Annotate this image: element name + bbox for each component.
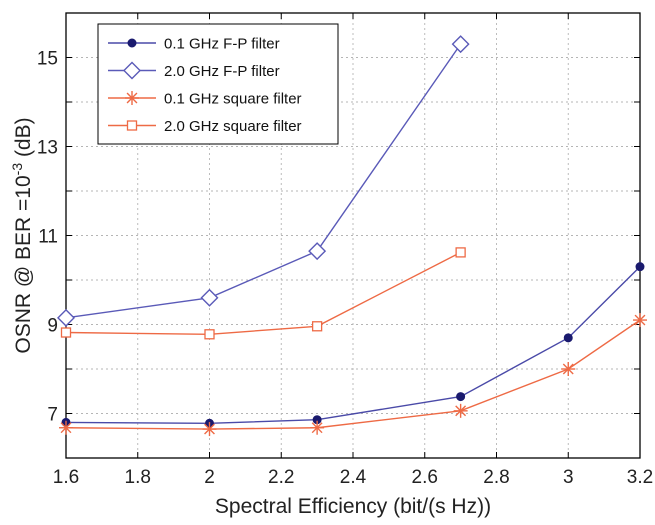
y-tick-label: 11 — [38, 227, 58, 248]
series-line — [65, 43, 462, 319]
series-group — [57, 35, 470, 327]
x-tick-label: 2.4 — [340, 467, 367, 488]
data-point-dot — [456, 392, 466, 402]
x-tick-label: 3.2 — [627, 467, 653, 488]
asterisk-stroke — [562, 363, 574, 375]
asterisk-stroke — [634, 314, 646, 326]
data-point-diamond — [123, 61, 141, 80]
legend-item: 2.0 GHz square filter — [108, 118, 302, 135]
legend-label: 0.1 GHz square filter — [164, 91, 302, 108]
asterisk-stroke — [204, 423, 215, 435]
y-axis-label: OSNR @ BER =10-3 (dB) — [9, 117, 35, 353]
data-point-diamond — [200, 288, 219, 307]
legend-item: 0.1 GHz square filter — [108, 91, 302, 108]
legend-box — [97, 23, 339, 145]
x-tick-label: 2.6 — [412, 467, 438, 488]
data-point-asterisk — [202, 422, 217, 437]
asterisk-stroke — [455, 405, 467, 417]
asterisk-stroke — [311, 422, 323, 434]
x-tick-label: 2.2 — [268, 467, 294, 488]
data-point-square — [126, 120, 138, 131]
data-point-asterisk — [125, 91, 139, 105]
x-tick-label: 1.8 — [125, 467, 151, 488]
series-group — [61, 262, 645, 428]
data-point-diamond — [308, 242, 327, 261]
series-group — [60, 247, 466, 340]
series-group — [59, 313, 647, 437]
data-point-asterisk — [561, 362, 576, 376]
x-tick-label: 2 — [204, 467, 215, 488]
legend-label: 0.1 GHz F-P filter — [164, 36, 280, 53]
x-tick-label: 2.8 — [483, 467, 509, 488]
data-point-asterisk — [633, 313, 647, 328]
y-axis-label-unit: (dB) — [12, 117, 35, 163]
asterisk-stroke — [60, 422, 72, 434]
asterisk-stroke — [126, 92, 138, 104]
data-point-diamond — [57, 308, 75, 327]
series-line — [65, 319, 641, 430]
data-point-dot — [127, 38, 137, 48]
series-line — [65, 266, 641, 424]
legend-label: 2.0 GHz F-P filter — [164, 63, 280, 80]
legend-label: 2.0 GHz square filter — [164, 118, 302, 135]
data-point-square — [60, 327, 72, 338]
data-point-dot — [635, 262, 645, 272]
data-point-asterisk — [59, 420, 73, 435]
y-tick-label: 15 — [37, 49, 58, 70]
y-axis-label-exponent: -3 — [9, 163, 25, 176]
data-point-asterisk — [310, 420, 325, 435]
legend: 0.1 GHz F-P filter 2.0 GHz F-P filter 0.1 … — [97, 23, 339, 145]
x-tick-label: 3 — [563, 467, 574, 488]
y-tick-label: 9 — [47, 316, 58, 337]
x-axis-label: Spectral Efficiency (bit/(s Hz)) — [215, 495, 491, 518]
series-line — [65, 251, 461, 335]
data-point-square — [204, 329, 215, 340]
data-point-diamond — [451, 35, 470, 54]
data-point-dot — [563, 333, 573, 343]
series-group — [57, 35, 647, 437]
legend-item: 0.1 GHz F-P filter — [108, 36, 280, 53]
data-point-square — [311, 321, 323, 332]
legend-item: 2.0 GHz F-P filter — [108, 61, 280, 80]
x-tick-label: 1.6 — [53, 467, 79, 488]
y-tick-label: 7 — [47, 405, 58, 426]
data-point-square — [455, 247, 466, 258]
axis-ticks: 1.6 1.8 2 2.2 2.4 2.6 2.8 3 3.2 7 9 11 13 15 — [37, 12, 653, 488]
data-point-asterisk — [453, 403, 468, 418]
y-tick-label: 13 — [37, 138, 58, 159]
y-axis-label-main: OSNR @ BER =10 — [12, 175, 35, 353]
